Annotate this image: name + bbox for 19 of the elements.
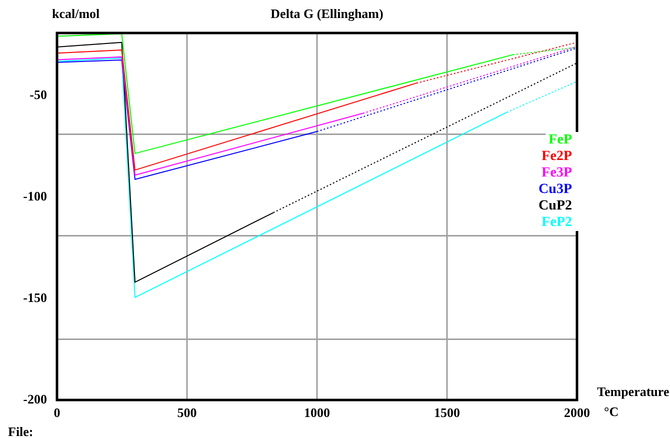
x-tick-label: 0: [54, 405, 60, 420]
chart-title: Delta G (Ellingham): [270, 6, 384, 21]
text: File:: [8, 424, 34, 438]
text: FeP: [548, 132, 572, 148]
y-tick-label: -150: [23, 290, 47, 305]
x-tick-label: 1500: [434, 405, 460, 420]
text: Cu3P: [538, 182, 572, 198]
x-tick-label: 2000: [564, 405, 590, 420]
text: Fe2P: [542, 149, 572, 164]
y-axis-title: kcal/mol: [52, 6, 100, 21]
x-tick-label: 500: [177, 405, 197, 420]
x-axis-title: Temperature °C: [597, 384, 670, 419]
y-tick-label: -100: [23, 188, 47, 204]
text: Fe3P: [542, 166, 572, 181]
y-tick-label: -200: [23, 391, 47, 406]
x-tick-label: 1000: [304, 405, 330, 420]
text: CuP2: [538, 198, 572, 214]
text: FeP2: [542, 215, 572, 230]
y-tick-label: -50: [30, 87, 47, 102]
